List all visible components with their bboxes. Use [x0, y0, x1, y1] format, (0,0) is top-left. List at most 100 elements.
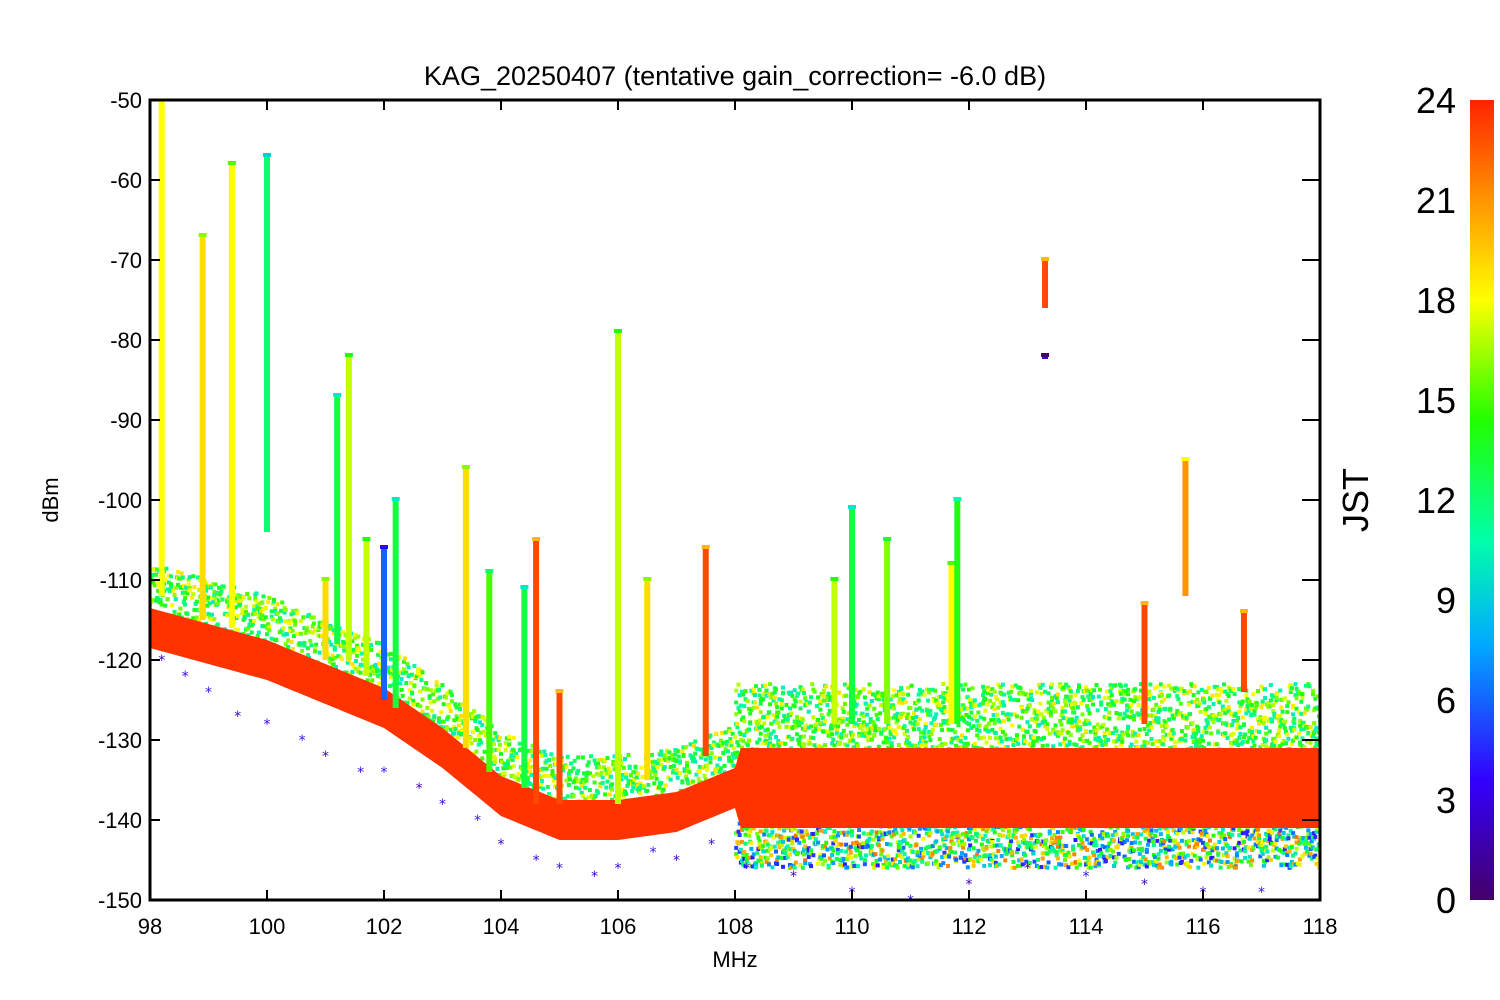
noise-point	[853, 721, 858, 726]
noise-point	[1144, 864, 1149, 869]
noise-point	[826, 691, 831, 696]
noise-point	[436, 687, 441, 692]
noise-point	[623, 789, 628, 794]
noise-point	[255, 606, 260, 611]
noise-point	[1086, 865, 1091, 870]
noise-point	[1168, 706, 1173, 711]
noise-point	[298, 631, 303, 636]
noise-point	[869, 849, 874, 854]
noise-point	[959, 851, 964, 856]
noise-point	[802, 847, 807, 852]
noise-point	[1136, 703, 1141, 708]
noise-point	[571, 766, 576, 771]
noise-point	[805, 850, 810, 855]
noise-point	[1215, 685, 1220, 690]
noise-point	[1000, 833, 1005, 838]
noise-point	[1116, 851, 1121, 856]
noise-point	[407, 696, 412, 701]
noise-point	[1010, 852, 1015, 857]
noise-point	[1211, 845, 1216, 850]
noise-point	[569, 761, 574, 766]
noise-point	[839, 842, 844, 847]
noise-point	[790, 838, 795, 843]
noise-point	[735, 750, 740, 755]
noise-point	[459, 732, 464, 737]
noise-point	[1178, 701, 1183, 706]
noise-point	[740, 717, 745, 722]
noise-point	[1197, 745, 1202, 750]
noise-point	[958, 855, 963, 860]
noise-point	[825, 847, 830, 852]
noise-point	[820, 694, 825, 699]
noise-point	[879, 703, 884, 708]
noise-point	[873, 724, 878, 729]
noise-point	[917, 854, 922, 859]
noise-point	[564, 778, 569, 783]
noise-point	[280, 600, 285, 605]
noise-point	[1178, 739, 1183, 744]
noise-point	[854, 840, 859, 845]
noise-point	[857, 828, 862, 833]
noise-point	[1185, 725, 1190, 730]
noise-point	[1106, 844, 1111, 849]
noise-point	[941, 861, 946, 866]
noise-point	[1078, 725, 1083, 730]
noise-point	[959, 733, 964, 738]
noise-point	[1021, 734, 1026, 739]
noise-point	[1130, 832, 1135, 837]
noise-point	[1089, 688, 1094, 693]
noise-point	[791, 846, 796, 851]
noise-point	[610, 787, 615, 792]
noise-point	[906, 865, 911, 870]
noise-point	[1219, 859, 1224, 864]
noise-point	[1115, 734, 1120, 739]
noise-point	[1053, 709, 1058, 714]
noise-point	[855, 694, 860, 699]
noise-point	[986, 688, 991, 693]
noise-point	[798, 706, 803, 711]
noise-point	[432, 714, 437, 719]
noise-point	[193, 601, 198, 606]
noise-point	[1146, 842, 1151, 847]
noise-point	[661, 787, 666, 792]
noise-point	[1048, 685, 1053, 690]
noise-point	[827, 734, 832, 739]
noise-point	[962, 718, 967, 723]
noise-point	[947, 854, 952, 859]
noise-point	[975, 852, 980, 857]
noise-point	[1191, 838, 1196, 843]
noise-point	[418, 689, 423, 694]
noise-point	[986, 721, 991, 726]
noise-point	[1209, 731, 1214, 736]
noise-point	[733, 751, 737, 756]
noise-point	[913, 858, 918, 863]
noise-point	[886, 853, 891, 858]
noise-point	[1205, 723, 1210, 728]
noise-point	[635, 783, 640, 788]
noise-point	[586, 795, 591, 800]
noise-point	[1006, 829, 1011, 834]
noise-point	[961, 845, 966, 850]
noise-point	[585, 763, 590, 768]
noise-point	[744, 853, 749, 858]
noise-point	[1119, 742, 1124, 747]
noise-point	[1108, 853, 1113, 858]
noise-point	[783, 855, 788, 860]
noise-point	[1217, 859, 1222, 864]
noise-point	[1129, 841, 1134, 846]
noise-point	[1057, 862, 1062, 867]
noise-point	[771, 743, 776, 748]
noise-point	[733, 755, 737, 760]
noise-point	[1027, 827, 1032, 832]
noise-point	[933, 715, 938, 720]
noise-point	[495, 735, 500, 740]
noise-point	[597, 772, 602, 777]
noise-point	[1060, 709, 1065, 714]
noise-point	[820, 844, 825, 849]
noise-point	[207, 615, 212, 620]
noise-point	[842, 862, 847, 867]
noise-point	[736, 829, 741, 834]
noise-point	[1138, 860, 1143, 865]
noise-point	[962, 842, 967, 847]
noise-point	[1043, 719, 1048, 724]
